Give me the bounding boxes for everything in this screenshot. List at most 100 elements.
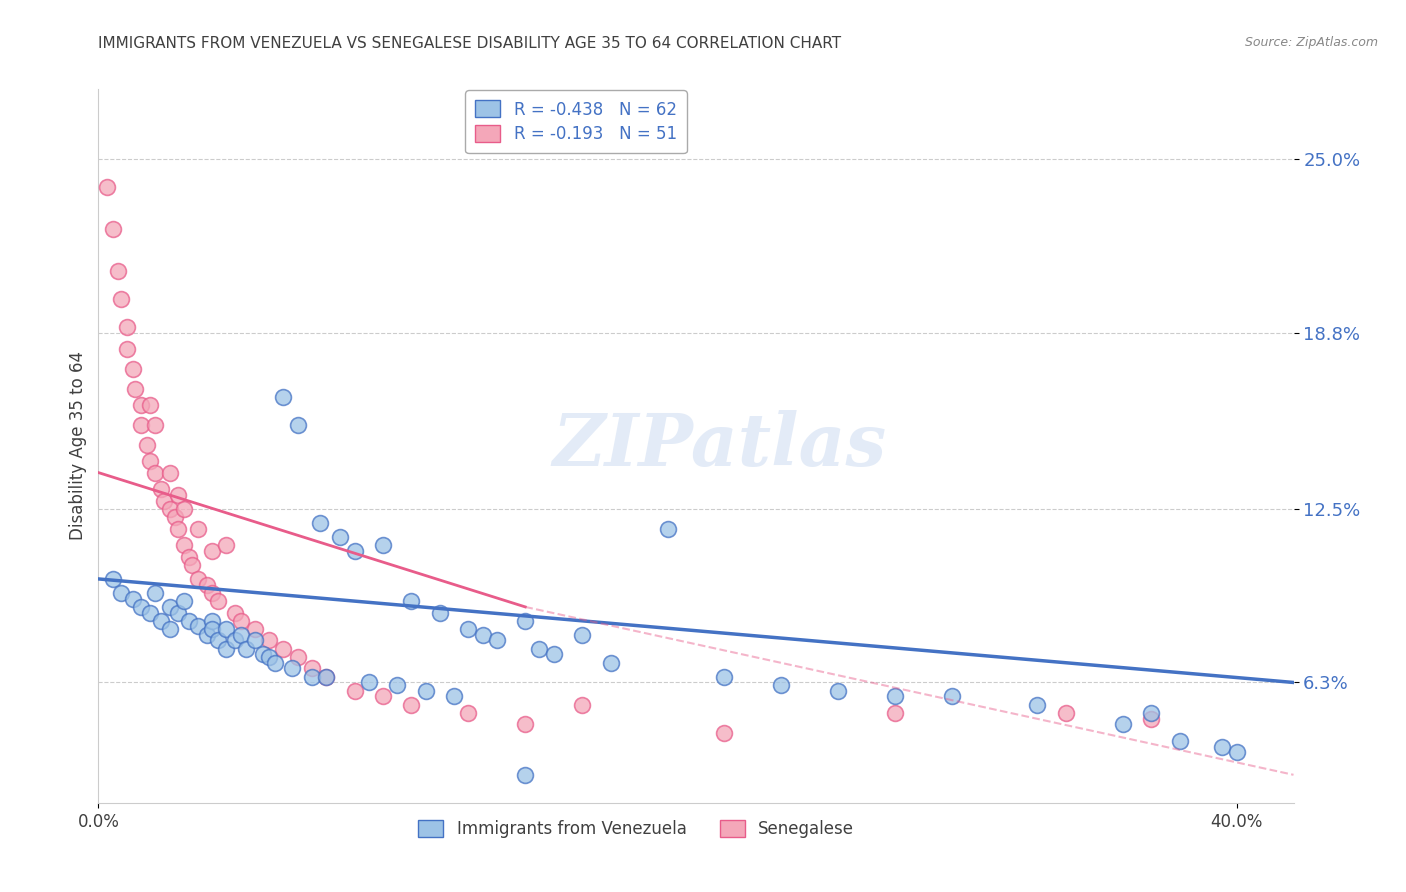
Point xyxy=(257,650,280,665)
Text: ZIPatlas: ZIPatlas xyxy=(553,410,887,482)
Point xyxy=(129,599,152,614)
Point xyxy=(229,628,252,642)
Point xyxy=(485,633,508,648)
Point xyxy=(263,656,285,670)
Point xyxy=(143,466,166,480)
Point xyxy=(252,648,274,662)
Point xyxy=(215,622,238,636)
Point xyxy=(224,606,246,620)
Point xyxy=(827,684,849,698)
Point xyxy=(1054,706,1077,721)
Point xyxy=(385,678,409,692)
Point xyxy=(201,622,224,636)
Point xyxy=(138,606,160,620)
Point xyxy=(167,522,190,536)
Point xyxy=(187,572,209,586)
Point xyxy=(110,586,132,600)
Point xyxy=(457,622,479,636)
Point xyxy=(235,641,257,656)
Point xyxy=(401,698,423,712)
Point xyxy=(471,628,494,642)
Point xyxy=(429,606,451,620)
Point xyxy=(571,698,593,712)
Point xyxy=(201,586,224,600)
Point xyxy=(159,466,181,480)
Point xyxy=(515,768,537,782)
Point xyxy=(343,544,366,558)
Point xyxy=(121,591,143,606)
Point xyxy=(315,670,337,684)
Point xyxy=(135,437,157,451)
Point xyxy=(273,390,295,404)
Text: Source: ZipAtlas.com: Source: ZipAtlas.com xyxy=(1244,36,1378,49)
Point xyxy=(457,706,479,721)
Point xyxy=(153,493,176,508)
Point xyxy=(201,614,224,628)
Point xyxy=(173,594,195,608)
Point xyxy=(941,690,963,704)
Point xyxy=(315,670,337,684)
Point xyxy=(243,622,266,636)
Point xyxy=(224,633,246,648)
Point xyxy=(343,684,366,698)
Point xyxy=(101,572,124,586)
Point xyxy=(309,516,332,530)
Point xyxy=(515,717,537,731)
Point xyxy=(150,483,173,497)
Point xyxy=(1112,717,1135,731)
Point xyxy=(1026,698,1049,712)
Point xyxy=(243,633,266,648)
Point xyxy=(207,633,229,648)
Point xyxy=(571,628,593,642)
Legend: Immigrants from Venezuela, Senegalese: Immigrants from Venezuela, Senegalese xyxy=(412,813,860,845)
Point xyxy=(1140,706,1163,721)
Point xyxy=(884,690,907,704)
Point xyxy=(96,180,118,194)
Point xyxy=(115,320,138,334)
Point xyxy=(101,222,124,236)
Point xyxy=(287,417,309,432)
Point xyxy=(167,488,190,502)
Point xyxy=(229,614,252,628)
Point xyxy=(167,606,190,620)
Point xyxy=(770,678,793,692)
Point xyxy=(179,549,201,564)
Point xyxy=(599,656,621,670)
Point xyxy=(143,586,166,600)
Point xyxy=(179,614,201,628)
Point xyxy=(159,622,181,636)
Point xyxy=(129,399,152,413)
Point xyxy=(301,670,323,684)
Point xyxy=(165,510,187,524)
Text: IMMIGRANTS FROM VENEZUELA VS SENEGALESE DISABILITY AGE 35 TO 64 CORRELATION CHAR: IMMIGRANTS FROM VENEZUELA VS SENEGALESE … xyxy=(98,36,842,51)
Point xyxy=(195,628,218,642)
Point xyxy=(173,538,195,552)
Point xyxy=(129,417,152,432)
Point xyxy=(273,641,295,656)
Point xyxy=(1168,734,1191,748)
Point xyxy=(150,614,173,628)
Point xyxy=(207,594,229,608)
Point xyxy=(1211,739,1233,754)
Point xyxy=(401,594,423,608)
Point xyxy=(201,544,224,558)
Point xyxy=(181,558,204,572)
Point xyxy=(884,706,907,721)
Point xyxy=(1226,746,1249,760)
Point xyxy=(329,530,352,544)
Point xyxy=(415,684,437,698)
Point xyxy=(138,399,160,413)
Point xyxy=(187,522,209,536)
Point xyxy=(159,599,181,614)
Point xyxy=(215,641,238,656)
Point xyxy=(371,538,394,552)
Point xyxy=(281,661,304,675)
Point xyxy=(143,417,166,432)
Point xyxy=(713,726,735,740)
Point xyxy=(173,502,195,516)
Point xyxy=(107,264,129,278)
Point xyxy=(195,577,218,591)
Point xyxy=(443,690,465,704)
Point xyxy=(257,633,280,648)
Point xyxy=(287,650,309,665)
